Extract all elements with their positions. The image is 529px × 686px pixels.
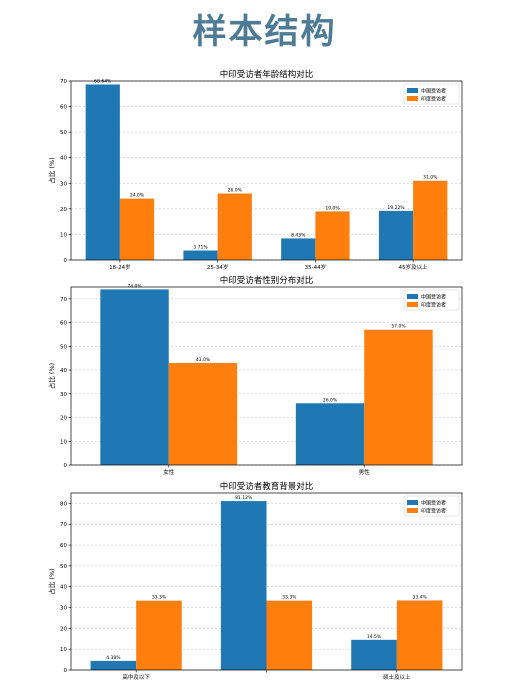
bar-value-label: 33.3% bbox=[152, 595, 167, 601]
china-bar bbox=[220, 501, 267, 670]
bar-value-label: 31.0% bbox=[423, 175, 438, 181]
bar-value-label: 24.0% bbox=[130, 193, 145, 199]
india-bar bbox=[217, 193, 252, 260]
india-bar bbox=[266, 600, 313, 670]
age-structure-chart: 中印受访者年龄结构对比 0 10 20 30 40 50 60 70 占比 (%) 68.64% 24… bbox=[47, 68, 480, 278]
legend-swatch-china bbox=[407, 88, 418, 93]
y-axis-label: 占比 (%) bbox=[47, 363, 56, 389]
india-bar bbox=[119, 198, 155, 260]
china-bar bbox=[90, 660, 137, 670]
y-tick-label: 0 bbox=[64, 463, 68, 469]
china-bar bbox=[85, 84, 120, 260]
y-tick-label: 70 bbox=[60, 522, 67, 528]
y-tick-label: 40 bbox=[60, 585, 67, 591]
y-tick-label: 70 bbox=[60, 79, 67, 85]
y-tick-label: 40 bbox=[60, 156, 67, 162]
x-tick-label: 硕士及以上 bbox=[383, 673, 411, 681]
y-tick-label: 60 bbox=[60, 543, 67, 549]
y-tick-label: 60 bbox=[60, 321, 67, 327]
y-axis-label: 占比 (%) bbox=[47, 157, 56, 183]
bar-value-label: 4.38% bbox=[106, 655, 121, 661]
legend-label-china: 中国受访者 bbox=[421, 500, 446, 507]
china-bar bbox=[351, 639, 397, 670]
bar-value-label: 8.43% bbox=[291, 232, 306, 238]
bar-value-label: 33.3% bbox=[282, 595, 297, 601]
y-tick-label: 20 bbox=[60, 416, 67, 422]
india-bar bbox=[168, 362, 238, 465]
bar-value-label: 14.5% bbox=[367, 634, 382, 640]
y-tick-label: 10 bbox=[60, 647, 67, 653]
plot-frame bbox=[70, 80, 463, 261]
bar-value-label: 26.0% bbox=[323, 397, 338, 403]
legend-label-india: 印度受访者 bbox=[421, 302, 446, 309]
page-title: 样本结构 bbox=[192, 12, 337, 52]
y-tick-label: 50 bbox=[60, 130, 67, 136]
y-tick-label: 0 bbox=[64, 668, 68, 674]
legend-swatch-china bbox=[407, 500, 418, 505]
plot-frame bbox=[70, 492, 463, 671]
legend-label-china: 中国受访者 bbox=[421, 294, 446, 301]
y-tick-label: 10 bbox=[60, 232, 67, 238]
chart-title: 中印受访者性别分布对比 bbox=[220, 275, 314, 286]
plot-frame bbox=[70, 286, 463, 466]
china-bar bbox=[183, 250, 218, 260]
education-background-chart-svg: 中印受访者教育背景对比 0 10 20 30 40 50 60 70 80 占比 (%) 4.38% 3… bbox=[47, 481, 463, 681]
bar-value-label: 26.0% bbox=[228, 188, 243, 194]
legend-swatch-china bbox=[407, 294, 418, 299]
china-bar bbox=[281, 238, 316, 260]
gender-distribution-chart-svg: 中印受访者性别分布对比 0 10 20 30 40 50 60 70 占比 (%) 74.0% 43.… bbox=[47, 275, 463, 476]
india-bar bbox=[136, 600, 182, 670]
x-tick-label: 18-24岁 bbox=[109, 263, 130, 271]
china-bar bbox=[378, 210, 414, 260]
y-tick-label: 50 bbox=[60, 564, 67, 570]
y-tick-label: 30 bbox=[60, 606, 67, 612]
india-bar bbox=[315, 211, 350, 260]
y-tick-label: 50 bbox=[60, 344, 67, 350]
y-tick-label: 60 bbox=[60, 105, 67, 111]
x-tick-label: 女性 bbox=[163, 468, 175, 476]
x-tick-label: 男性 bbox=[359, 468, 371, 476]
legend-swatch-india bbox=[407, 508, 418, 513]
y-tick-label: 20 bbox=[60, 207, 67, 213]
legend-swatch-india bbox=[407, 302, 418, 307]
bar-value-label: 3.71% bbox=[193, 245, 208, 251]
bar-value-label: 68.64% bbox=[94, 78, 112, 84]
bar-value-label: 33.4% bbox=[412, 594, 427, 600]
bar-value-label: 57.0% bbox=[391, 324, 406, 330]
legend-swatch-india bbox=[407, 96, 418, 101]
y-tick-label: 30 bbox=[60, 392, 67, 398]
x-tick-label: 高中及以下 bbox=[122, 673, 150, 681]
y-tick-label: 0 bbox=[64, 258, 68, 264]
x-tick-label: 35-44岁 bbox=[305, 263, 326, 271]
x-tick-label: 45岁及以上 bbox=[399, 263, 428, 271]
bar-value-label: 43.0% bbox=[196, 357, 211, 363]
china-bar bbox=[295, 403, 365, 465]
india-bar bbox=[413, 180, 448, 260]
y-tick-label: 40 bbox=[60, 368, 67, 374]
legend-label-india: 印度受访者 bbox=[421, 508, 446, 515]
bar-value-label: 74.0% bbox=[127, 283, 142, 289]
y-tick-label: 20 bbox=[60, 626, 67, 632]
chart-title: 中印受访者年龄结构对比 bbox=[220, 69, 314, 80]
y-axis-label: 占比 (%) bbox=[47, 568, 56, 594]
gender-distribution-chart: 中印受访者性别分布对比 0 10 20 30 40 50 60 70 占比 (%) 74.0% 43.… bbox=[47, 274, 480, 479]
bar-value-label: 81.12% bbox=[235, 495, 253, 501]
bar-value-label: 19.0% bbox=[325, 205, 340, 211]
x-tick-label: 25-34岁 bbox=[207, 263, 228, 271]
education-background-chart: 中印受访者教育背景对比 0 10 20 30 40 50 60 70 80 占比 (%) 4.38% 3… bbox=[47, 480, 480, 685]
legend-label-china: 中国受访者 bbox=[421, 88, 446, 95]
y-tick-label: 30 bbox=[60, 181, 67, 187]
y-tick-label: 10 bbox=[60, 439, 67, 445]
chart-title: 中印受访者教育背景对比 bbox=[220, 481, 314, 492]
india-bar bbox=[396, 600, 443, 670]
y-tick-label: 80 bbox=[60, 501, 67, 507]
legend-label-india: 印度受访者 bbox=[421, 96, 446, 103]
age-structure-chart-svg: 中印受访者年龄结构对比 0 10 20 30 40 50 60 70 占比 (%) 68.64% 24… bbox=[47, 69, 463, 271]
india-bar bbox=[364, 329, 433, 465]
y-tick-label: 70 bbox=[60, 297, 67, 303]
bar-value-label: 19.22% bbox=[387, 205, 405, 211]
china-bar bbox=[100, 289, 169, 465]
